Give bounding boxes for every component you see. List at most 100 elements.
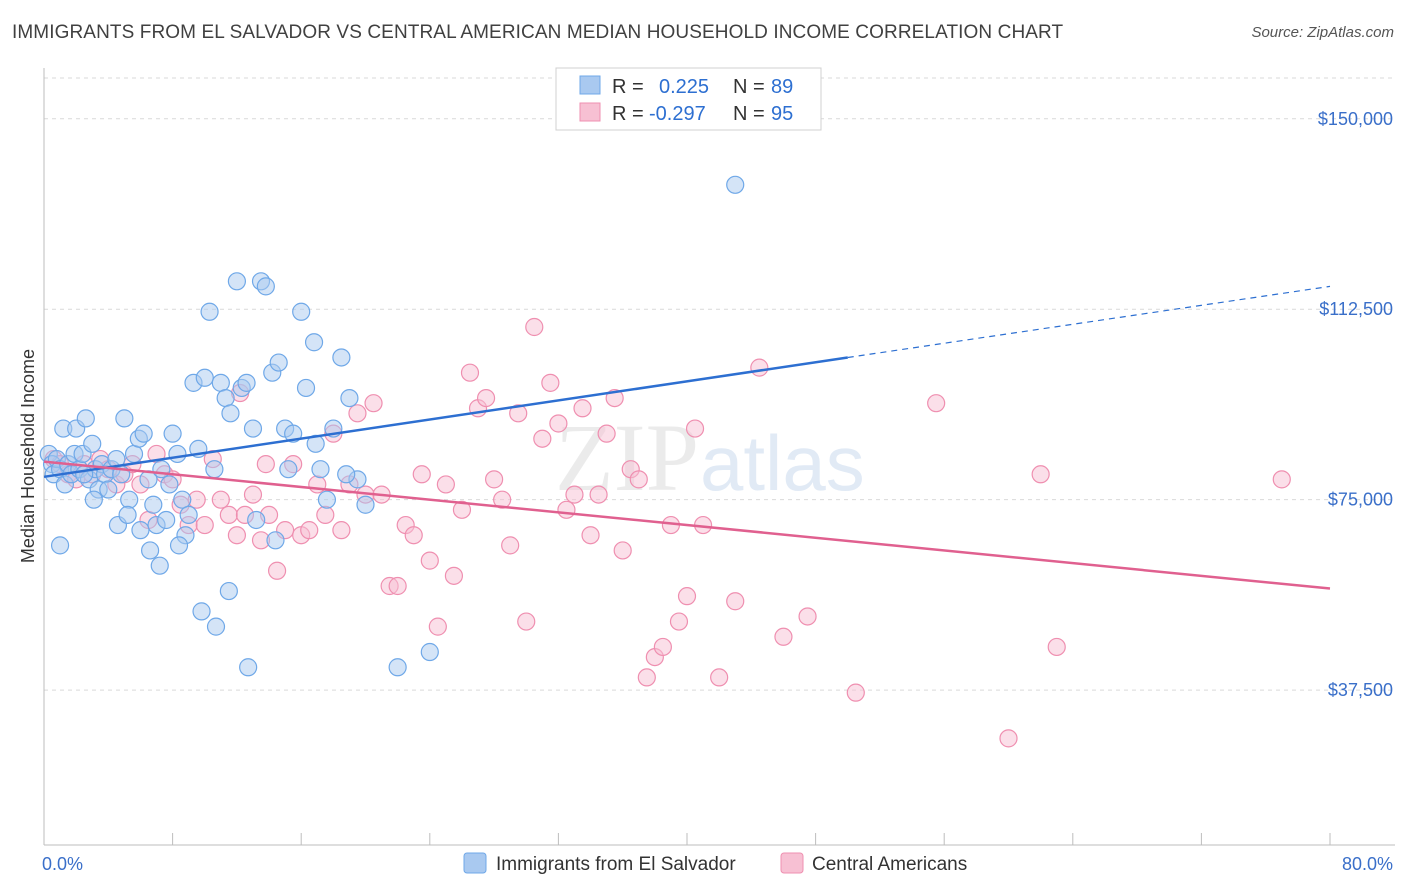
central-americans-point (243, 485, 263, 504)
el-salvador-point (206, 617, 226, 636)
el-salvador-point (256, 277, 275, 296)
el-salvador-point (284, 424, 303, 443)
el-salvador-point (160, 475, 179, 494)
y-axis-label: Median Household Income (18, 349, 38, 563)
el-salvador-point (332, 348, 351, 367)
y-axis-tick-labels: $37,500 $75,000 $112,500 $150,000 (1318, 109, 1393, 700)
el-salvador-point (83, 434, 102, 453)
central-americans-point (597, 424, 616, 443)
central-americans-point (710, 668, 729, 687)
central-americans-point (452, 500, 472, 519)
central-americans-point (412, 465, 431, 484)
central-americans-point (219, 505, 238, 525)
el-salvador-point (144, 495, 163, 514)
central-americans-point (525, 317, 544, 337)
el-salvador-point (99, 480, 118, 499)
central-americans-point (211, 490, 230, 509)
legend-r-label-blue: R = (612, 76, 644, 98)
el-salvador-point (247, 510, 266, 530)
series-legend: Immigrants from El Salvador Central Amer… (463, 852, 967, 875)
legend-n-label-blue: N = (733, 76, 765, 98)
central-americans-point (404, 526, 423, 545)
central-americans-point (846, 683, 865, 702)
legend-r-label-pink: R = (612, 103, 644, 125)
central-americans-point (348, 404, 367, 423)
watermark: ZIP atlas (555, 404, 865, 511)
el-salvador-point (296, 378, 316, 398)
central-americans-point (509, 404, 528, 423)
el-salvador-point (192, 602, 211, 621)
el-salvador-point (163, 424, 182, 443)
central-americans-point (613, 541, 632, 560)
central-americans-point (677, 587, 697, 606)
central-americans-point (388, 576, 407, 596)
central-americans-point (774, 627, 793, 646)
legend-r-value-pink: -0.297 (649, 103, 706, 125)
el-salvador-point (134, 424, 153, 443)
central-americans-point (589, 485, 608, 504)
y-tick-label: $37,500 (1328, 680, 1393, 700)
el-salvador-point (124, 444, 144, 464)
central-americans-point (436, 475, 455, 494)
el-salvador-point (120, 490, 139, 509)
legend-n-value-pink: 95 (771, 103, 793, 125)
x-tick-label-max: 80.0% (1342, 854, 1393, 874)
el-salvador-point (221, 404, 240, 423)
central-americans-point (364, 394, 383, 413)
el-salvador-point (292, 302, 311, 321)
el-salvador-point (140, 541, 160, 560)
central-americans-point (493, 490, 512, 509)
el-salvador-point (150, 556, 169, 575)
central-americans-point (927, 394, 946, 413)
el-salvador-point (173, 490, 192, 509)
el-salvador-point (356, 495, 375, 514)
central-americans-point (669, 612, 689, 631)
central-americans-point (420, 551, 439, 570)
central-americans-point (685, 419, 705, 438)
watermark-atlas: atlas (700, 419, 865, 507)
y-tick-label: $112,500 (1319, 299, 1393, 319)
el-salvador-point (75, 465, 94, 484)
chart-title: IMMIGRANTS FROM EL SALVADOR VS CENTRAL A… (12, 22, 1064, 43)
central-americans-point (332, 521, 351, 540)
central-americans-point (1031, 465, 1050, 484)
el-salvador-point (179, 505, 198, 525)
el-salvador-point (152, 460, 171, 479)
central-americans-point (227, 526, 246, 545)
central-americans-point (485, 470, 504, 489)
central-americans-point (476, 388, 496, 408)
el-salvador-point (169, 536, 189, 555)
el-salvador-point (211, 373, 230, 392)
central-americans-point (541, 373, 560, 392)
central-americans-point (501, 536, 520, 555)
el-salvador-point (195, 368, 214, 387)
el-salvador-point (304, 333, 324, 352)
el-salvador-point (237, 373, 256, 392)
el-salvador-point (340, 388, 359, 408)
central-americans-point (316, 505, 335, 525)
x-axis-ticks (43, 833, 1331, 845)
series-legend-label-pink: Central Americans (812, 854, 967, 875)
el-salvador-point (219, 581, 238, 601)
legend-swatch-blue (579, 75, 601, 95)
el-salvador-trend-extension (847, 285, 1331, 359)
central-americans-points (44, 317, 1291, 748)
legend-swatch-pink (579, 102, 601, 122)
el-salvador-point (311, 460, 330, 479)
el-salvador-point (157, 510, 176, 530)
central-americans-point (1047, 637, 1066, 657)
central-americans-point (549, 414, 568, 433)
central-americans-trend-line (43, 460, 1331, 590)
central-americans-point (267, 561, 287, 580)
el-salvador-point (317, 490, 337, 509)
el-salvador-trend-line (43, 356, 848, 479)
central-americans-point (444, 566, 464, 585)
central-americans-point (300, 521, 319, 540)
central-americans-point (428, 617, 447, 636)
central-americans-point (533, 429, 552, 448)
el-salvador-point (76, 409, 95, 428)
el-salvador-point (227, 272, 246, 291)
trend-lines (43, 285, 1331, 590)
series-legend-swatch-blue (463, 852, 487, 874)
